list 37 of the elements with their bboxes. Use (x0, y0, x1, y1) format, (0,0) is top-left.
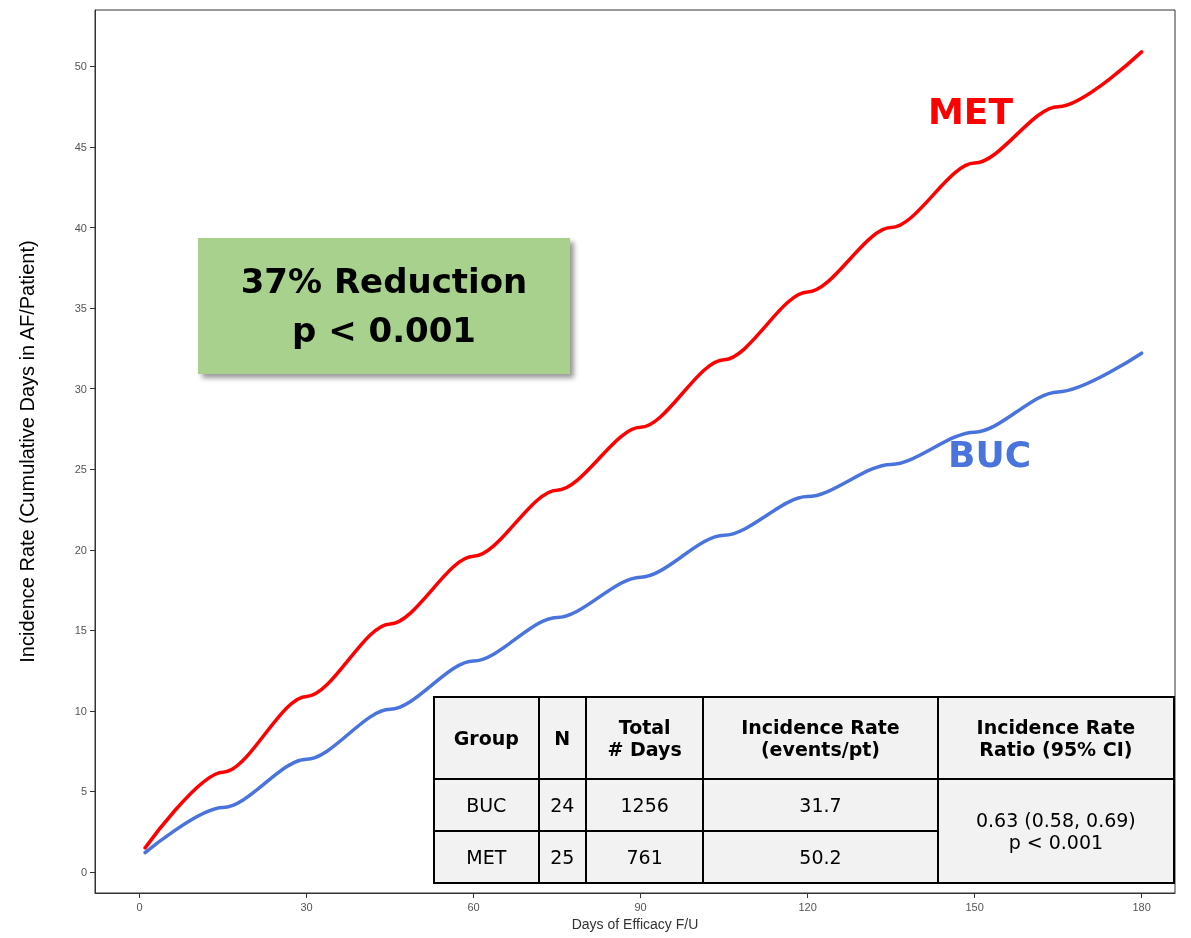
x-tick-label: 120 (798, 900, 817, 913)
y-tick-label: 10 (74, 704, 87, 717)
y-tick-label: 45 (74, 140, 87, 153)
series-label: BUC (948, 433, 1032, 475)
x-tick-label: 30 (300, 900, 313, 913)
y-axis-title: Incidence Rate (Cumulative Days in AF/Patient) (16, 240, 38, 663)
annotation: 0.63 (0.58, 0.69) p < 0.001 (937, 779, 1174, 883)
x-tick-label: 60 (467, 900, 480, 913)
annotation: 31.7 (703, 779, 938, 831)
annotation: Incidence Rate (events/pt) (703, 697, 938, 779)
annotation: Group (434, 697, 539, 779)
annotation: 50.2 (703, 831, 938, 883)
annotation: BUC (434, 779, 539, 831)
y-tick-label: 25 (74, 463, 87, 476)
annotation: Total # Days (586, 697, 704, 779)
y-tick-label: 50 (74, 60, 87, 73)
annotation: MET (434, 831, 539, 883)
y-tick-label: 40 (74, 221, 87, 234)
y-tick-label: 20 (74, 543, 87, 556)
series-label: MET (928, 90, 1014, 132)
x-axis-title: Days of Efficacy F/U (571, 916, 699, 932)
annotation: 761 (586, 831, 704, 883)
y-tick-label: 0 (80, 866, 87, 879)
x-tick-label: 90 (634, 900, 647, 913)
y-tick-label: 15 (74, 624, 87, 637)
y-tick-label: 35 (74, 302, 87, 315)
annotation: 37% Reduction p < 0.001 (198, 238, 570, 374)
annotation: Incidence Rate Ratio (95% CI) (937, 697, 1174, 779)
x-tick-label: 180 (1132, 900, 1151, 913)
annotation: 24 (538, 779, 587, 831)
annotation: 25 (538, 831, 587, 883)
annotation: N (538, 697, 587, 779)
y-tick-label: 30 (74, 382, 87, 395)
x-tick-label: 0 (136, 900, 143, 913)
x-tick-label: 150 (965, 900, 984, 913)
annotation: 1256 (586, 779, 704, 831)
y-tick-label: 5 (80, 785, 87, 798)
